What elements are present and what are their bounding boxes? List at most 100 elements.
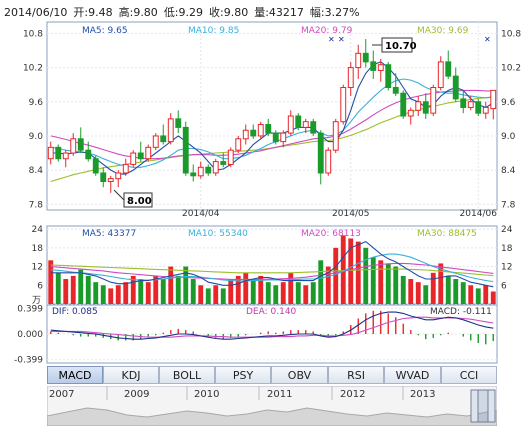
volume-bar [250,279,256,304]
volume-bar [265,282,271,304]
volume-bar [475,288,481,304]
tab-wvad[interactable]: WVAD [384,366,441,384]
candle-body [302,121,309,128]
candle-body [62,152,69,160]
candle-body [152,135,159,148]
volume-tick-label: 18 [501,244,513,254]
volume-bar [213,285,219,304]
price-ma20-line [50,89,494,160]
volume-bar [483,285,489,304]
candle-body [167,118,174,143]
volume-bar [438,263,444,304]
volume-bar [325,266,331,304]
price-ma30-label: MA30: 9.69 [417,26,469,36]
volume-bar [355,241,361,304]
price-tick-label: 10.2 [23,64,43,74]
volume-bar [348,238,354,304]
price-ma10-label: MA10: 9.85 [188,26,239,36]
volume-bar [370,257,376,304]
volume-bar [85,275,91,304]
candle-body [55,146,62,160]
volume-bar [460,282,466,304]
volume-bar [183,266,189,304]
overview-year: 2010 [194,389,219,400]
overview-right-handle[interactable] [487,389,496,423]
quote-date: 2014/06/10 [4,6,68,19]
overview-navigator[interactable]: 2007 2009 2010 2011 2012 2013 [46,385,498,427]
volume-ma20-label: MA20: 68113 [301,229,361,239]
volume-ma30-line [50,264,494,277]
candle-body [235,138,242,151]
candle-body [77,138,84,151]
price-panel-frame [46,21,498,211]
price-ma5-label: MA5: 9.65 [82,26,128,36]
quote-low: 低:9.29 [163,6,204,19]
candle-body [422,101,429,114]
volume-bar [288,272,294,304]
macd-dif-label: DIF: 0.085 [52,307,98,317]
volume-unit: 万 [32,296,41,306]
price-tick-label: 9.6 [501,98,516,108]
overview-year: 2011 [267,389,292,400]
price-tick-label: 9.0 [501,132,516,142]
candle-body [115,172,122,180]
low-annotation-leader [113,189,125,201]
overview-left-handle[interactable] [470,389,479,423]
volume-bar [48,260,54,304]
volume-bar [130,275,136,304]
quote-open: 开:9.48 [73,6,113,19]
candle-body [145,146,152,160]
volume-bar [273,285,279,304]
macd-tick-label: 0.000 [17,330,43,340]
high-annotation: 10.70 [385,41,417,52]
volume-ma30-label: MA30: 88475 [417,229,477,239]
overview-selection[interactable] [477,389,489,423]
candle-body [385,64,392,89]
volume-bar [70,275,76,304]
tab-psy[interactable]: PSY [215,366,271,384]
candle-body [107,178,114,183]
tab-kdj[interactable]: KDJ [103,366,159,384]
volume-tick-label: 12 [501,263,512,273]
volume-bar [145,282,151,304]
volume-bar [378,260,384,304]
candle-body [340,87,347,123]
tab-obv[interactable]: OBV [271,366,328,384]
candle-body [377,64,384,71]
overview-area [46,407,498,427]
candle-body [190,172,197,177]
star-icon: ✕ [328,35,335,44]
overview-year: 2007 [49,389,74,400]
quote-change: 幅:3.27% [309,6,360,19]
volume-bar [408,279,414,304]
candle-body [122,163,129,174]
candle-body [482,106,489,114]
candle-body [460,98,467,108]
volume-tick-label: 24 [501,225,513,235]
volume-bar [168,266,174,304]
volume-bar [63,279,69,304]
volume-tick-label: 12 [32,263,43,273]
tab-boll[interactable]: BOLL [159,366,215,384]
tab-cci[interactable]: CCI [441,366,497,384]
volume-bar [363,247,369,304]
volume-ma10-line [50,253,494,283]
star-icon: ✕ [484,35,491,44]
volume-bar [220,288,226,304]
volume-ma20-line [50,262,494,280]
volume-bar [153,275,159,304]
candle-body [490,89,497,110]
volume-bar [310,282,316,304]
price-tick-label: 10.2 [501,64,521,74]
candle-body [310,121,317,134]
price-x-tick-label: 2014/04 [182,209,220,219]
candle-body [370,61,377,71]
tab-rsi[interactable]: RSI [328,366,384,384]
quote-header: 2014/06/10 开:9.48 高:9.80 低:9.29 收:9.80 量:4321… [4,4,519,19]
macd-dea-line [50,316,494,338]
tab-macd[interactable]: MACD [47,366,103,384]
macd-dif-line [50,311,494,340]
candle-body [242,129,249,140]
indicator-tabs: MACD KDJ BOLL PSY OBV RSI WVAD CCI [47,366,497,384]
candle-body [362,52,369,63]
